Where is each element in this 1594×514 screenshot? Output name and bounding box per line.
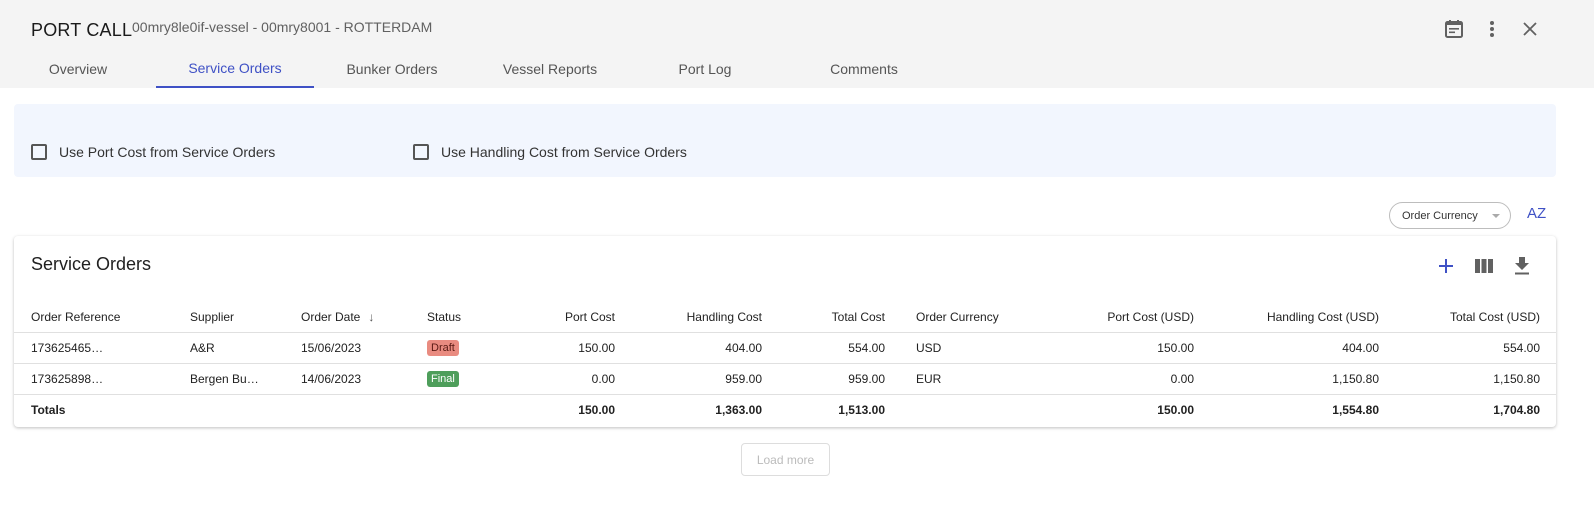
tab-overview[interactable]: Overview [48,61,108,77]
cell-total: 959.00 [848,372,885,386]
cell-ref: 173625898… [31,372,104,386]
tab-vessel-reports[interactable]: Vessel Reports [502,61,598,77]
cell-currency: USD [916,341,942,355]
column-header-label: Handling Cost (USD) [1266,309,1379,324]
cell-handling-usd: 1,150.80 [1332,372,1379,386]
status-badge: Final [427,371,459,387]
use-handling-cost-checkbox[interactable]: Use Handling Cost from Service Orders [413,144,687,160]
column-header-label: Total Cost [831,309,885,324]
cell-port: 0.00 [591,372,615,386]
cell-currency: EUR [916,372,942,386]
column-header[interactable]: Total Cost (USD) [1379,310,1540,324]
table-row[interactable]: 173625465… A&R 15/06/2023 Draft 150.00 404.00… [14,333,1556,364]
sort-desc-icon[interactable]: ↓ [368,309,375,324]
load-more-button[interactable]: Load more [741,443,830,476]
download-icon[interactable] [1510,254,1534,278]
page-title: PORT CALL [31,20,133,40]
table-row[interactable]: 173625898… Bergen Bu… 14/06/2023 Final 0.00 9… [14,364,1556,395]
column-header-label: Supplier [190,309,235,324]
checkbox-icon[interactable] [413,144,429,160]
cell-port-usd: 150.00 [1157,341,1194,355]
currency-select-value: Order Currency [1402,209,1478,222]
column-header-label: Order Currency [916,309,999,324]
use-port-cost-label: Use Port Cost from Service Orders [59,144,276,160]
column-header[interactable]: Handling Cost (USD) [1194,310,1379,324]
total-total: 1,513.00 [838,403,885,417]
status-badge: Draft [427,340,459,356]
total-ref: Totals [31,403,66,417]
currency-select[interactable]: Order Currency [1389,202,1511,229]
column-header-label: Port Cost [564,309,615,324]
cell-supplier: A&R [190,341,215,355]
port-call-subtitle: 00mry8le0if-vessel - 00mry8001 - ROTTERD… [132,19,433,35]
calendar-icon[interactable] [1442,17,1466,41]
service-orders-table: Order Reference Supplier Order Date ↓ Status… [14,301,1556,425]
total-handling: 1,363.00 [715,403,762,417]
totals-row: Totals 150.00 1,363.00 1,513.00 150.00 1,554.… [14,395,1556,425]
column-header[interactable]: Order Date ↓ [301,310,427,324]
column-header-label: Order Date [301,309,361,324]
cell-date: 15/06/2023 [301,341,362,355]
table-header-row: Order Reference Supplier Order Date ↓ Status… [14,301,1556,333]
service-orders-card: Service Orders Order Reference Supplier Or… [14,236,1556,427]
sort-az-icon[interactable]: AZ [1527,205,1547,222]
more-vert-icon[interactable] [1480,17,1504,41]
total-port-usd: 150.00 [1157,403,1194,417]
cell-date: 14/06/2023 [301,372,362,386]
status-cell: Final [427,371,487,387]
tab-port-log[interactable]: Port Log [678,61,732,77]
close-icon[interactable] [1518,17,1542,41]
tab-bunker-orders[interactable]: Bunker Orders [346,61,438,77]
column-header-label: Total Cost (USD) [1449,309,1540,324]
cell-port: 150.00 [578,341,615,355]
cell-handling: 959.00 [725,372,762,386]
use-port-cost-checkbox[interactable]: Use Port Cost from Service Orders [31,144,275,160]
total-handling-usd: 1,554.80 [1332,403,1379,417]
column-header[interactable]: Handling Cost [615,310,762,324]
column-header-label: Port Cost (USD) [1107,309,1194,324]
add-icon[interactable] [1434,254,1458,278]
column-header[interactable]: Supplier [190,310,301,324]
cell-handling: 404.00 [725,341,762,355]
cell-total: 554.00 [848,341,885,355]
column-header[interactable]: Order Currency [885,310,1066,324]
cell-supplier: Bergen Bu… [190,372,259,386]
total-total-usd: 1,704.80 [1493,403,1540,417]
column-header-label: Handling Cost [686,309,762,324]
cell-total-usd: 1,150.80 [1493,372,1540,386]
use-handling-cost-label: Use Handling Cost from Service Orders [441,144,687,160]
cell-total-usd: 554.00 [1503,341,1540,355]
cost-options-panel: Use Port Cost from Service Orders Use Ha… [14,104,1556,177]
tab-comments[interactable]: Comments [830,61,898,77]
columns-icon[interactable] [1472,254,1496,278]
column-header[interactable]: Port Cost (USD) [1066,310,1194,324]
cell-port-usd: 0.00 [1170,372,1194,386]
tab-service-orders[interactable]: Service Orders [156,50,314,88]
checkbox-icon[interactable] [31,144,47,160]
column-header[interactable]: Port Cost [487,310,615,324]
column-header[interactable]: Order Reference [31,310,190,324]
column-header-label: Status [427,309,462,324]
header: PORT CALL 00mry8le0if-vessel - 00mry8001… [0,0,1594,88]
dropdown-caret-icon [1492,214,1500,218]
cell-handling-usd: 404.00 [1342,341,1379,355]
cell-ref: 173625465… [31,341,104,355]
column-header-label: Order Reference [31,309,121,324]
status-cell: Draft [427,340,487,356]
total-port: 150.00 [578,403,615,417]
card-title: Service Orders [31,254,152,274]
column-header[interactable]: Status [427,310,487,324]
column-header[interactable]: Total Cost [762,310,885,324]
